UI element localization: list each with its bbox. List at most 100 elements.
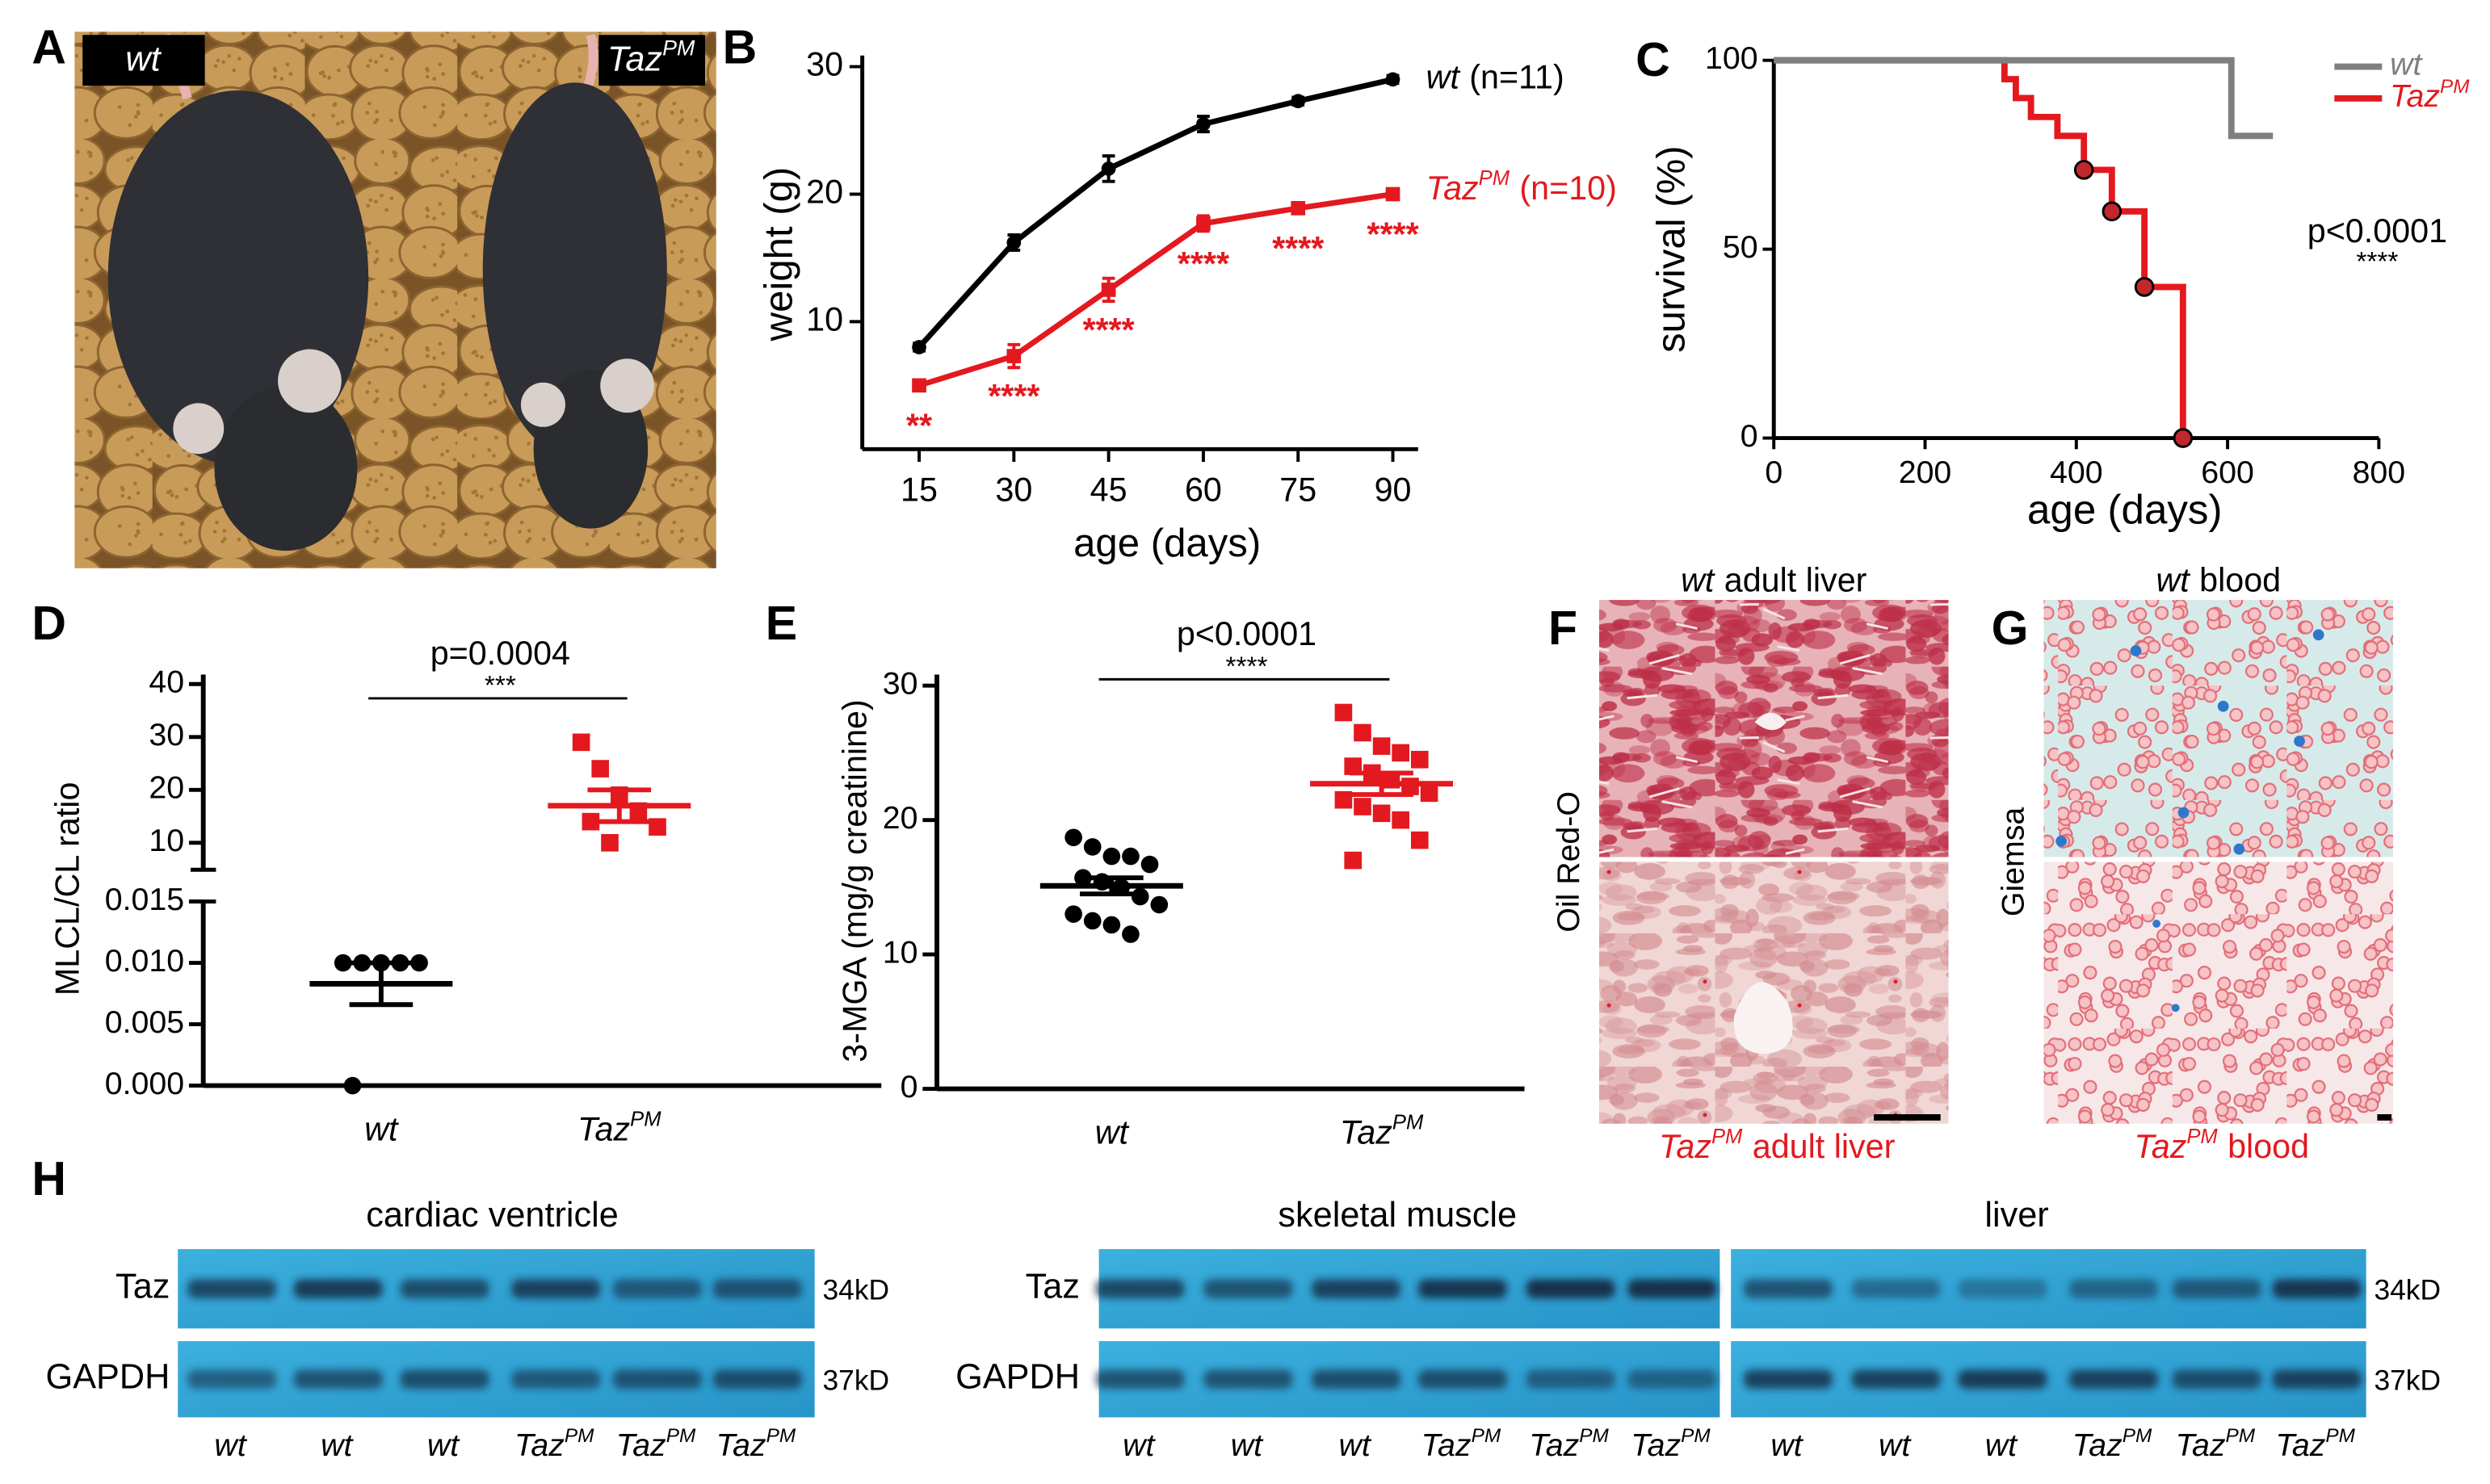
y-tick-label: 0.015 — [105, 882, 184, 917]
point — [1354, 723, 1371, 742]
genotype: wt — [1681, 561, 1715, 598]
row-label: GAPDH — [955, 1358, 1080, 1397]
genotype: wt — [364, 1111, 399, 1148]
point — [1291, 201, 1306, 216]
leukocyte — [2312, 629, 2324, 641]
blot — [178, 1249, 815, 1329]
y-axis-label: MLCL/CL ratio — [48, 782, 86, 996]
label-text: blood — [2199, 561, 2281, 598]
genotype-superscript: PM — [2325, 1425, 2355, 1447]
genotype-label: TazPM — [514, 1425, 594, 1463]
genotype: wt — [1231, 1427, 1264, 1463]
band — [400, 1369, 489, 1390]
genotype: wt — [1770, 1427, 1803, 1463]
genotype: wt — [1123, 1427, 1156, 1463]
genotype: Taz — [1426, 170, 1479, 207]
point — [1083, 912, 1102, 930]
genotype-label: TazPM — [2072, 1425, 2152, 1463]
point — [1420, 784, 1438, 803]
tissue-title: liver — [1984, 1196, 2048, 1235]
genotype: wt — [1339, 1427, 1372, 1463]
genotype: wt — [1985, 1427, 2018, 1463]
panel-label: A — [31, 21, 66, 73]
panel-label: H — [31, 1153, 66, 1205]
genotype-label: TazPM — [716, 1425, 796, 1463]
panel-label: B — [723, 21, 758, 73]
x-tick-label: 800 — [2353, 455, 2406, 490]
band — [187, 1369, 277, 1390]
genotype: Taz — [514, 1427, 565, 1463]
band — [293, 1369, 383, 1390]
genotype-superscript: PM — [662, 36, 695, 61]
genotype-label: wt — [321, 1427, 354, 1463]
series-line — [917, 77, 1394, 350]
y-tick-label: 0.000 — [105, 1066, 184, 1101]
band — [1743, 1279, 1833, 1299]
label-text: blood — [2228, 1128, 2309, 1165]
band — [1627, 1279, 1717, 1299]
panel-label: E — [766, 597, 797, 650]
annotation: *** — [485, 671, 516, 701]
genotype-label: wt — [1339, 1427, 1372, 1463]
point — [1392, 744, 1410, 762]
band — [1851, 1279, 1941, 1299]
point — [410, 954, 428, 972]
micrograph — [2043, 600, 2394, 857]
point — [1385, 72, 1400, 87]
y-tick-label: 0.010 — [105, 943, 184, 979]
y-tick-label: 30 — [149, 717, 184, 752]
genotype-label: wt — [427, 1427, 460, 1463]
x-tick-label: 60 — [1185, 471, 1222, 508]
band — [712, 1369, 802, 1390]
x-tick-label: 30 — [995, 471, 1032, 508]
genotype: Taz — [2275, 1427, 2325, 1463]
mouse-head — [214, 385, 358, 551]
genotype: wt — [2156, 561, 2190, 598]
panel-label: G — [1992, 602, 2029, 655]
genotype-superscript: PM — [1711, 1126, 1743, 1148]
annotation: **** — [2356, 247, 2398, 277]
significance: **** — [1083, 312, 1136, 349]
band — [1526, 1279, 1615, 1299]
leukocyte — [2177, 807, 2190, 819]
leukocyte — [2152, 920, 2161, 928]
panel-label: D — [31, 597, 66, 650]
blot — [1098, 1249, 1720, 1329]
leukocyte — [2055, 835, 2068, 847]
genotype-label: TazPM — [2176, 1425, 2256, 1463]
x-axis-label: age (days) — [1073, 522, 1261, 565]
genotype: wt — [2390, 47, 2423, 82]
point — [1083, 838, 1102, 856]
blot — [1098, 1341, 1720, 1418]
point — [1006, 235, 1022, 250]
censor-mark — [2134, 277, 2155, 297]
point — [1354, 798, 1371, 815]
point — [1131, 887, 1149, 906]
genotype-label: TazPM — [577, 1108, 661, 1147]
band — [1203, 1369, 1293, 1390]
x-tick-label: 0 — [1765, 455, 1782, 490]
genotype-label: wt — [1231, 1427, 1264, 1463]
leukocyte — [2171, 1004, 2180, 1012]
genotype: wt — [321, 1427, 354, 1463]
point — [1140, 855, 1159, 874]
genotype: wt — [1095, 1113, 1130, 1151]
stain-label: Giemsa — [1995, 807, 2030, 917]
x-tick-label: 200 — [1899, 455, 1952, 490]
genotype-label: TazPM — [1631, 1425, 1711, 1463]
band — [2068, 1369, 2159, 1390]
annotation: p=0.0004 — [430, 635, 570, 672]
genotype-label: TazPM — [1421, 1425, 1501, 1463]
y-tick-label: 30 — [883, 666, 918, 702]
x-tick-label: 15 — [901, 471, 938, 508]
band — [712, 1279, 802, 1299]
band — [293, 1279, 383, 1299]
genotype-label: wt — [1095, 1113, 1130, 1151]
genotype-label: wt blood — [2156, 561, 2281, 598]
genotype: wt — [214, 1427, 247, 1463]
x-tick-label: 400 — [2050, 455, 2103, 490]
size-label: 34kD — [2374, 1274, 2441, 1306]
y-tick-label: 10 — [149, 823, 184, 858]
genotype: Taz — [2072, 1427, 2123, 1463]
